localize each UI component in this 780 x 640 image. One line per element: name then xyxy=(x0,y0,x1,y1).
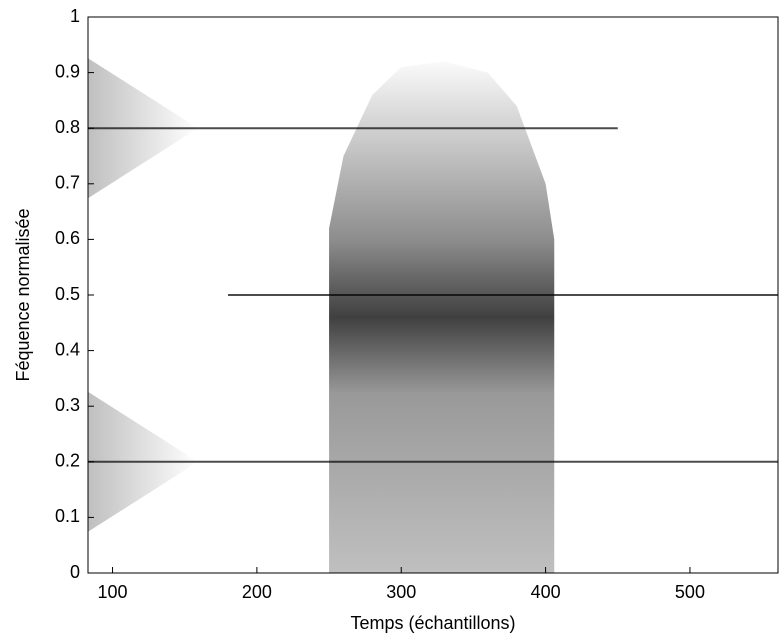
y-tick-label: 0.5 xyxy=(55,284,80,304)
y-tick-label: 0.3 xyxy=(55,395,80,415)
x-tick-label: 100 xyxy=(98,582,128,602)
x-tick-label: 200 xyxy=(242,582,272,602)
x-tick-label: 400 xyxy=(531,582,561,602)
energy-region xyxy=(329,61,555,573)
x-axis-label: Temps (échantillons) xyxy=(350,613,515,633)
y-tick-label: 0.9 xyxy=(55,61,80,81)
y-tick-label: 0.7 xyxy=(55,173,80,193)
x-tick-label: 300 xyxy=(386,582,416,602)
y-tick-label: 0.1 xyxy=(55,506,80,526)
y-tick-label: 0.2 xyxy=(55,451,80,471)
plot-area xyxy=(88,58,778,573)
y-tick-label: 0 xyxy=(70,562,80,582)
y-axis-label: Féquence normalisée xyxy=(13,208,33,381)
y-tick-label: 0.4 xyxy=(55,339,80,359)
y-tick-label: 1 xyxy=(70,6,80,26)
x-tick-label: 500 xyxy=(675,582,705,602)
y-tick-label: 0.6 xyxy=(55,228,80,248)
y-tick-label: 0.8 xyxy=(55,117,80,137)
